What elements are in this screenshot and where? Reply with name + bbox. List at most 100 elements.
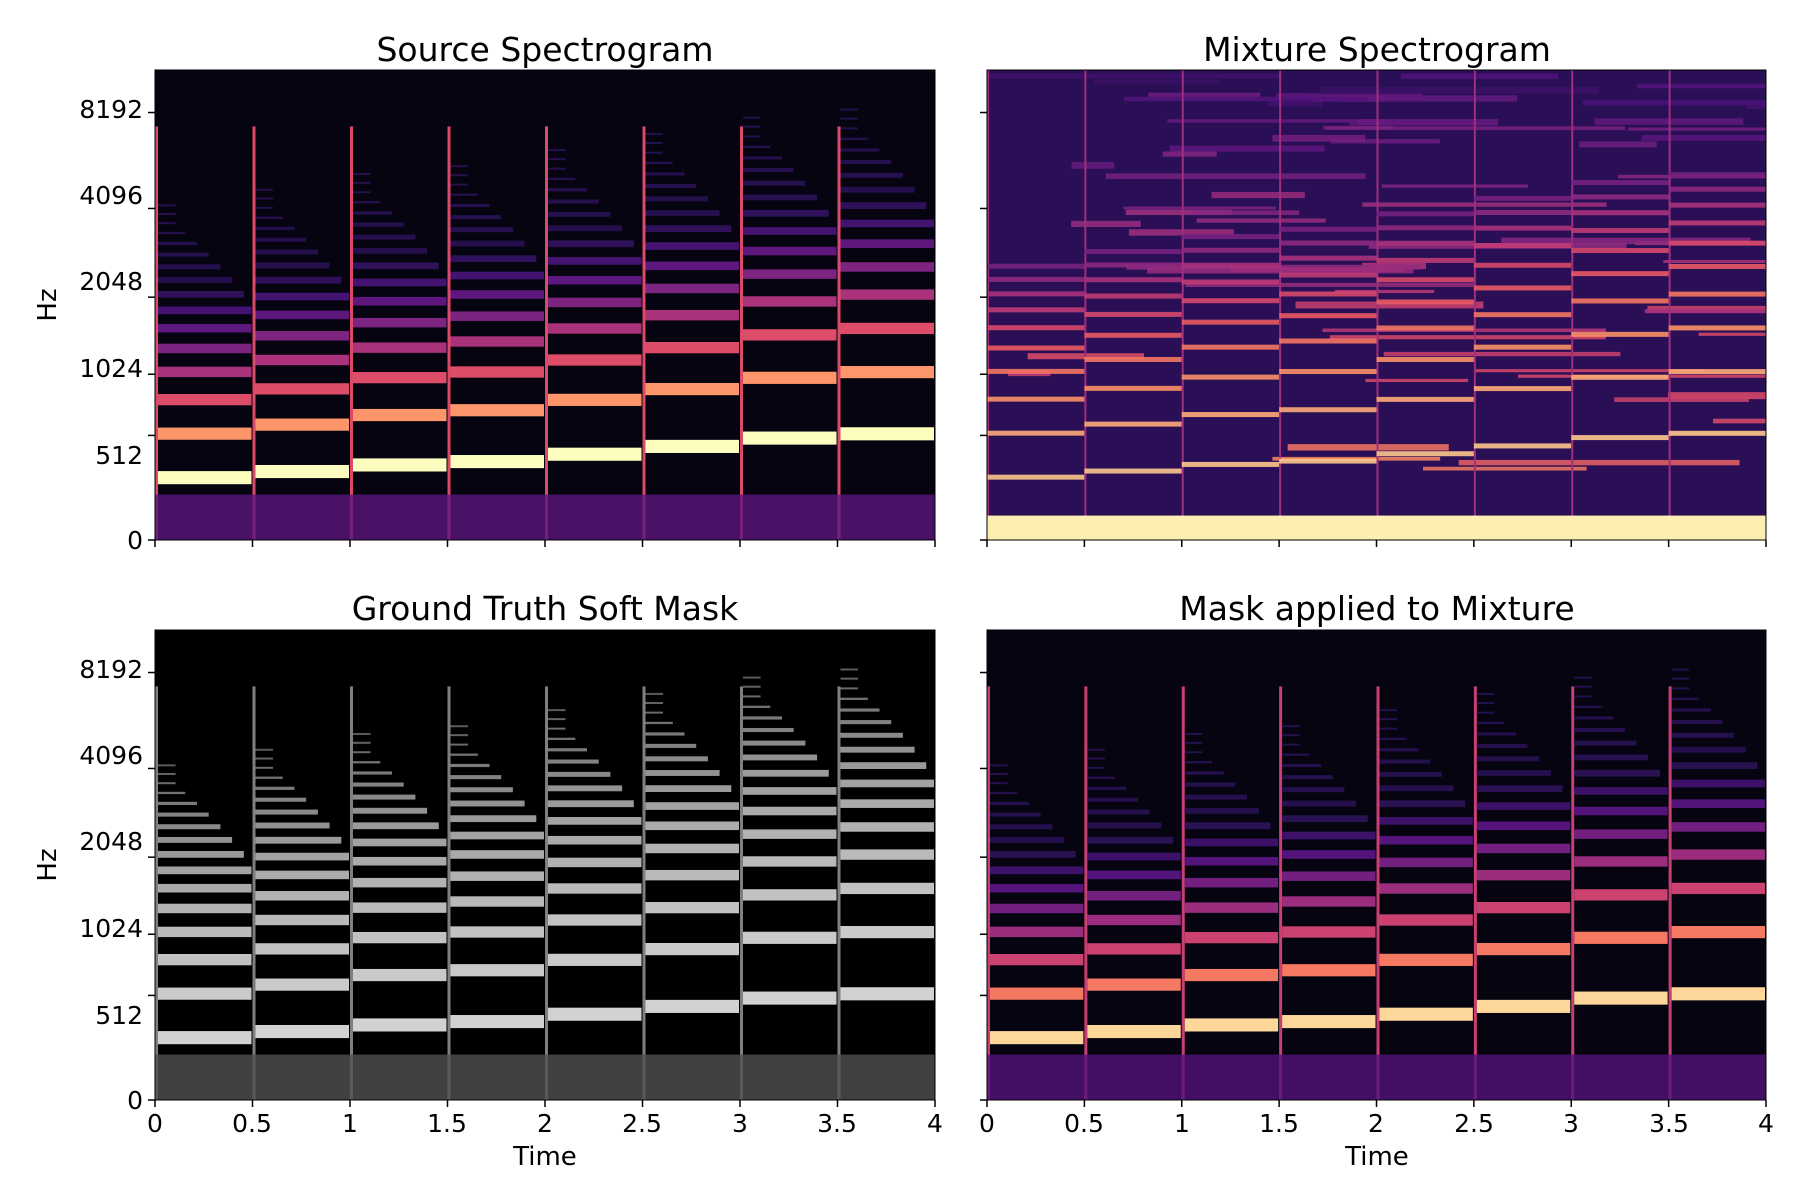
harmonic-band (990, 782, 1008, 785)
harmonic-band (255, 836, 342, 844)
mixture-harmonic (1571, 210, 1669, 216)
y-tick-label: 0 (127, 526, 143, 555)
harmonic-band (353, 782, 404, 787)
harmonic-band (450, 271, 544, 280)
harmonic-band (645, 283, 739, 294)
harmonic-band (1379, 1007, 1473, 1021)
mixture-band (1272, 134, 1366, 142)
harmonic-band (548, 297, 642, 308)
mixture-harmonic (1181, 279, 1280, 285)
masked-mixture-plot (987, 630, 1766, 1100)
harmonic-band (1087, 852, 1181, 861)
x-tick-label: 2 (537, 1109, 553, 1138)
mixture-harmonic (1279, 407, 1377, 413)
mixture-harmonic (1084, 468, 1182, 474)
x-tick-label: 0 (147, 1109, 163, 1138)
harmonic-band (645, 183, 697, 188)
harmonic-band (450, 455, 544, 469)
harmonic-band (840, 687, 859, 690)
mixture-harmonic (1279, 272, 1377, 278)
mixture-band (1579, 141, 1657, 148)
harmonic-band (158, 204, 176, 207)
mixture-harmonic (1668, 369, 1766, 375)
harmonic-band (743, 116, 761, 119)
harmonic-band (158, 812, 209, 817)
onset-mark (1084, 70, 1087, 540)
mixture-band (1746, 103, 1766, 109)
harmonic-band (645, 721, 673, 725)
harmonic-band (645, 821, 739, 831)
harmonic-band (1574, 685, 1592, 688)
harmonic-band (255, 978, 349, 991)
harmonic-band (1671, 720, 1723, 725)
mixture-harmonic (1376, 277, 1474, 283)
harmonic-band (990, 791, 1018, 795)
mixture-harmonic (1571, 194, 1669, 200)
harmonic-band (548, 737, 576, 740)
harmonic-band (1476, 743, 1528, 748)
harmonic-band (255, 249, 318, 255)
mixture-harmonic (1376, 211, 1474, 217)
mixture-harmonic (1473, 225, 1572, 231)
harmonic-band (255, 852, 349, 861)
harmonic-band (1671, 822, 1765, 832)
mixture-harmonic (1181, 461, 1280, 467)
harmonic-band (840, 239, 934, 248)
harmonic-band (353, 278, 447, 287)
harmonic-band (645, 999, 739, 1013)
harmonic-band (548, 718, 566, 721)
harmonic-band (450, 336, 544, 347)
mixture-harmonic (1181, 262, 1280, 268)
harmonic-band (1184, 838, 1279, 847)
harmonic-band (990, 824, 1053, 830)
x-tick-label: 0.5 (232, 1109, 272, 1138)
mixture-harmonic (1376, 257, 1474, 263)
harmonic-band (353, 191, 371, 194)
harmonic-band (743, 246, 837, 256)
harmonic-band (548, 759, 599, 764)
harmonic-band (645, 261, 739, 271)
harmonic-band (1574, 695, 1592, 698)
harmonic-band (645, 743, 697, 748)
onset-mark (987, 686, 990, 1100)
harmonic-band (1087, 836, 1174, 844)
mixture-harmonic (1571, 435, 1669, 441)
panel-title-source: Source Spectrogram (376, 30, 713, 69)
harmonic-band (255, 1024, 349, 1039)
mixture-band (1475, 369, 1705, 373)
mixture-band (1362, 202, 1607, 207)
harmonic-band (548, 177, 576, 180)
harmonic-band (1574, 676, 1592, 679)
harmonic-band (1379, 737, 1407, 740)
harmonic-band (645, 341, 739, 354)
mixture-harmonic (987, 276, 1085, 282)
harmonic-band (158, 252, 209, 257)
mixture-band (1319, 87, 1600, 94)
harmonic-band (353, 234, 416, 240)
harmonic-band (353, 317, 447, 328)
mixture-harmonic (1571, 271, 1669, 277)
mixture-harmonic (1084, 356, 1182, 362)
harmonic-band (548, 817, 642, 825)
harmonic-band (450, 831, 544, 840)
harmonic-band (1671, 779, 1765, 788)
mixture-harmonic (1376, 225, 1474, 231)
harmonic-band (840, 720, 892, 725)
harmonic-band (645, 141, 664, 144)
harmonic-band (548, 199, 599, 204)
harmonic-band (990, 1031, 1084, 1045)
harmonic-band (743, 806, 837, 816)
harmonic-band (1087, 797, 1139, 802)
harmonic-band (645, 843, 739, 854)
harmonic-band (1476, 692, 1495, 695)
mixture-band (1614, 397, 1749, 402)
harmonic-band (743, 695, 761, 698)
harmonic-band (1087, 776, 1115, 779)
mixture-band (1582, 99, 1766, 106)
onset-mark (350, 126, 353, 540)
harmonic-band (990, 850, 1076, 858)
harmonic-band (255, 197, 274, 200)
harmonic-band (353, 877, 447, 888)
onset-mark (1181, 70, 1184, 540)
